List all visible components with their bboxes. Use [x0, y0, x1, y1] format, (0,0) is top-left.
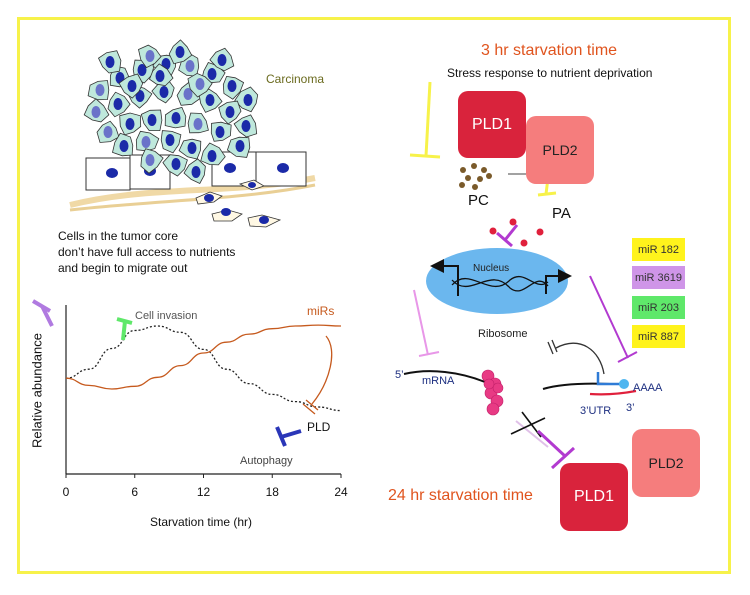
tumor-cell-nucleus	[145, 50, 155, 62]
tumor-cell-nucleus	[241, 120, 251, 132]
tumor-cell-nucleus	[185, 60, 195, 72]
tumor-caption-line3: and begin to migrate out	[58, 261, 188, 275]
tumor-cell-nucleus	[227, 80, 237, 92]
label-polya: AAAA	[633, 382, 663, 394]
tumor-caption-line1: Cells in the tumor core	[58, 229, 179, 243]
tumor-cell-nucleus	[217, 54, 227, 66]
tumor-cell-nucleus	[105, 56, 115, 68]
tumor-cell-nucleus	[235, 140, 245, 152]
label-pa: PA	[552, 205, 571, 222]
title-24hr: 24 hr starvation time	[388, 487, 533, 504]
mir-887-badge: miR 887	[632, 325, 685, 348]
mir-203-badge: miR 203	[632, 296, 685, 319]
x-tick-label: 0	[63, 485, 70, 499]
tumor-cell-nucleus	[103, 126, 113, 138]
label-three-utr: 3’UTR	[580, 405, 612, 417]
tumor-cell-nucleus	[175, 46, 185, 58]
green-t-icon	[116, 317, 133, 341]
x-tick-label: 18	[266, 485, 280, 499]
tumor-cell-nucleus	[243, 94, 253, 106]
tumor-cell-nucleus	[195, 78, 205, 90]
tumor-cell-nucleus	[205, 94, 215, 106]
tumor-cell-nucleus	[171, 112, 181, 124]
tumor-cell-nucleus	[159, 86, 169, 98]
tumor-cell-nucleus	[215, 126, 225, 138]
label-pld: PLD	[307, 420, 331, 434]
figure-frame	[17, 17, 731, 574]
tumor-cell-nucleus	[127, 80, 137, 92]
tumor-cell-nucleus	[137, 64, 147, 76]
tumor-cell-nucleus	[171, 158, 181, 170]
tumor-cell-nucleus	[141, 136, 151, 148]
tumor-cell-nucleus	[225, 106, 235, 118]
label-ribosome: Ribosome	[478, 328, 528, 340]
label-three-prime: 3’	[626, 402, 635, 414]
x-tick-label: 24	[334, 485, 348, 499]
label-cell-invasion: Cell invasion	[135, 310, 198, 322]
x-tick-label: 12	[197, 485, 211, 499]
pc-molecules	[459, 163, 492, 190]
tumor-cell-nucleus	[113, 98, 123, 110]
tumor-cell-nucleus	[95, 84, 105, 96]
chart-xlabel: Starvation time (hr)	[150, 515, 253, 529]
pld2-bottom: PLD2	[632, 429, 700, 497]
tumor-cell-nucleus	[165, 134, 175, 146]
series-line-mirs	[65, 324, 342, 390]
tumor-cell-nucleus	[207, 68, 217, 80]
tumor-cell-nucleus	[155, 70, 165, 82]
tumor-cell-nucleus	[187, 142, 197, 154]
x-tick-label: 6	[131, 485, 138, 499]
label-pc: PC	[468, 192, 489, 209]
title-3hr: 3 hr starvation time	[481, 42, 618, 59]
label-mrna: mRNA	[422, 375, 455, 387]
label-mirs: miRs	[307, 304, 335, 318]
pld2-top: PLD2	[526, 116, 594, 184]
tumor-cell-nucleus	[125, 118, 135, 130]
tumor-cell-nucleus	[91, 106, 101, 118]
tumor-cell-nucleus	[145, 154, 155, 166]
tumor-cell-nucleus	[193, 118, 203, 130]
pld1-bottom: PLD1	[560, 463, 628, 531]
mir-182-badge: miR 182	[632, 238, 685, 261]
purple-t-icon	[31, 299, 54, 327]
tumor-caption-line2: don’t have full access to nutrients	[58, 245, 236, 259]
subtitle-3hr: Stress response to nutrient deprivation	[447, 66, 653, 80]
tumor-cell-nucleus	[147, 114, 157, 126]
tumor-cell-nucleus	[183, 88, 193, 100]
pld1-top: PLD1	[458, 91, 526, 158]
series-line-cell-invasion	[65, 325, 342, 412]
label-five-prime: 5’	[395, 369, 404, 381]
tumor-cell-nucleus	[119, 140, 129, 152]
ribosome-beads	[481, 369, 504, 416]
mir-3619-badge: miR 3619	[632, 266, 685, 289]
carcinoma-label: Carcinoma	[266, 72, 325, 86]
pa-molecules	[482, 218, 544, 258]
nucleus	[426, 248, 568, 314]
tumor-cell-nucleus	[207, 150, 217, 162]
tumor-cell-nucleus	[191, 166, 201, 178]
label-autophagy: Autophagy	[240, 455, 293, 467]
blue-t-icon	[275, 426, 302, 447]
label-nucleus: Nucleus	[473, 263, 510, 274]
